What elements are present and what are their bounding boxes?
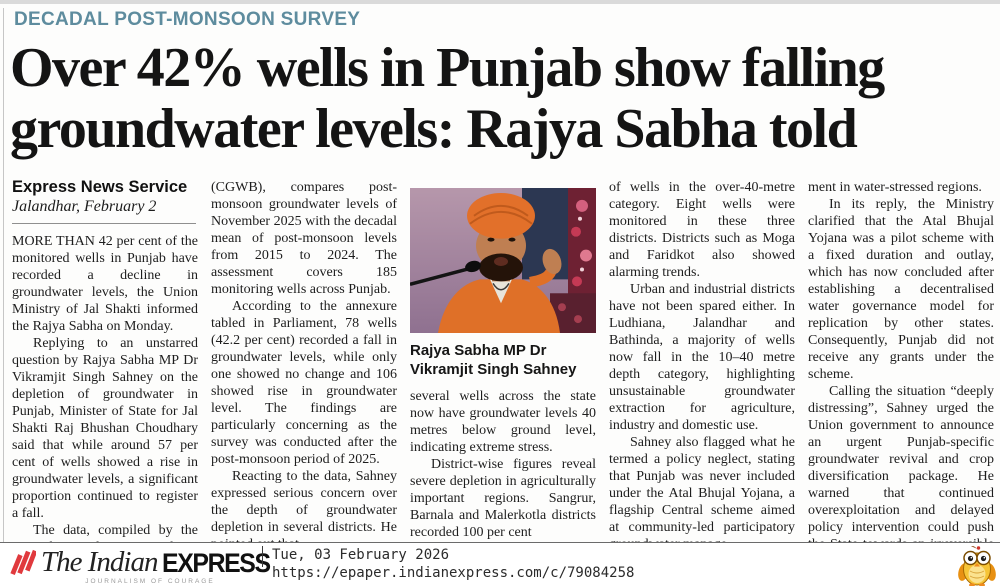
clip-meta: Tue, 03 February 2026 https://epaper.ind… — [272, 546, 634, 582]
article-paragraph: In its reply, the Ministry clarified tha… — [808, 197, 994, 382]
headline-line2: groundwater levels: Rajya Sabha told — [10, 98, 858, 160]
article-column-2: (CGWB), compares post-monsoon groundwate… — [211, 179, 397, 542]
byline-agency: Express News Service — [12, 179, 188, 196]
clip-url-link[interactable]: https://epaper.indianexpress.com/c/79084… — [272, 565, 635, 581]
article-paragraph: (CGWB), compares post-monsoon groundwate… — [211, 180, 397, 297]
article-body: Express News Service Jalandhar, February… — [12, 179, 994, 542]
byline-dateline: Jalandhar, February 2 — [12, 198, 157, 215]
article-paragraph: District-wise figures reveal severe depl… — [410, 457, 596, 540]
owl-mascot-icon[interactable] — [957, 545, 997, 586]
article-column-1: Express News Service Jalandhar, February… — [12, 179, 198, 542]
article-paragraph: Sahney also flagged what he termed a pol… — [609, 435, 795, 542]
byline-rule — [12, 223, 196, 224]
article-paragraph: Replying to an unstarred question by Raj… — [12, 336, 198, 521]
article-paragraph: According to the annexure tabled in Parl… — [211, 299, 397, 467]
photo — [410, 188, 596, 333]
article-paragraph: Urban and industrial districts have not … — [609, 282, 795, 433]
logo-express: EXPRESS — [162, 548, 271, 578]
article-paragraph: Calling the situation “deeply distressin… — [808, 384, 994, 542]
article-paragraph: ment in water-stressed regions. — [808, 180, 982, 195]
left-column-rule — [3, 8, 4, 542]
clip-date: Tue, 03 February 2026 — [272, 547, 450, 563]
article-paragraph: several wells across the state now have … — [410, 389, 596, 455]
kicker: DECADAL POST-MONSOON SURVEY — [14, 9, 361, 30]
article-column-3: Rajya Sabha MP Dr Vikramjit Singh Sahney… — [410, 179, 596, 542]
article-column-5: ment in water-stressed regions. In its r… — [808, 179, 994, 542]
headline-line1: Over 42% wells in Punjab show falling — [10, 37, 885, 99]
top-rule — [0, 0, 1000, 4]
article-paragraph: of wells in the over-40-metre category. … — [609, 180, 795, 280]
article-paragraph: Reacting to the data, Sahney expressed s… — [211, 469, 397, 542]
article-column-4: of wells in the over-40-metre category. … — [609, 179, 795, 542]
footer-divider — [262, 546, 263, 567]
logo-tagline: JOURNALISM OF COURAGE — [85, 578, 215, 585]
photo-caption: Rajya Sabha MP Dr Vikramjit Singh Sahney — [410, 342, 577, 378]
express-flame-icon — [10, 549, 36, 576]
article-paragraph: The data, compiled by the Central Ground… — [12, 523, 198, 542]
headline: Over 42% wells in Punjab show falling gr… — [10, 38, 996, 160]
logo-the-indian: The Indian — [41, 546, 158, 578]
article-paragraph: MORE THAN 42 per cent of the monitored w… — [12, 234, 198, 334]
clip-footer: The Indian EXPRESS JOURNALISM OF COURAGE… — [0, 542, 1000, 586]
express-logo: The Indian EXPRESS JOURNALISM OF COURAGE — [10, 546, 272, 585]
